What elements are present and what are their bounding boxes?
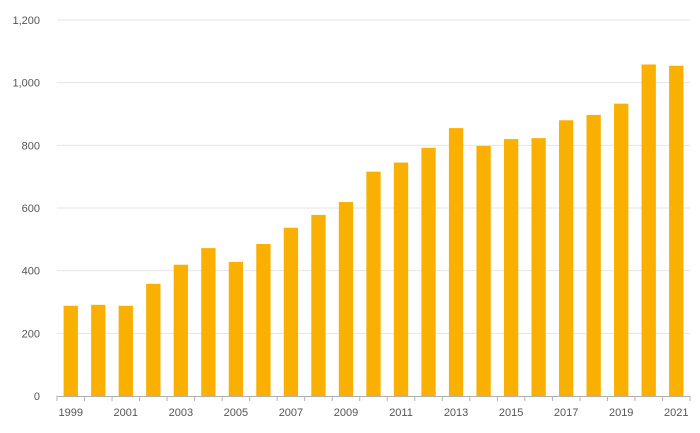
bar-2018	[586, 114, 601, 396]
bar-2008	[311, 214, 326, 396]
y-tick-label: 1,000	[12, 78, 40, 90]
x-tick-label: 2011	[389, 407, 413, 419]
bar-2001	[118, 305, 133, 396]
bar-2014	[476, 145, 491, 396]
bar-2017	[558, 120, 574, 397]
y-tick-label: 1,200	[12, 15, 40, 27]
y-tick-label: 400	[22, 266, 40, 278]
bar-2016	[531, 138, 546, 397]
bar-2012	[421, 147, 436, 396]
y-tick-label: 200	[22, 328, 40, 340]
y-tick-label: 600	[22, 203, 40, 215]
bar-2005	[228, 261, 244, 396]
bar-2015	[503, 139, 519, 397]
x-tick-label: 2001	[114, 407, 138, 419]
bar-2020	[641, 64, 656, 396]
x-tick-label: 2013	[444, 407, 468, 419]
bar-2011	[393, 162, 409, 396]
bar-1999	[63, 305, 78, 396]
x-tick-label: 2021	[664, 407, 688, 419]
x-tick-label: 2007	[279, 407, 303, 419]
bar-2007	[283, 227, 299, 396]
x-tick-label: 2015	[499, 407, 523, 419]
x-tick-label: 2019	[609, 407, 633, 419]
bar-2019	[614, 103, 629, 396]
y-tick-label: 800	[22, 140, 40, 152]
bar-2004	[201, 248, 216, 396]
bar-2000	[91, 304, 106, 396]
x-tick-label: 2003	[169, 407, 193, 419]
x-axis: 1999 2001 2003 2005 2007 2009 2011 2013 2015 2017…	[56, 396, 691, 419]
x-tick-label: 2009	[334, 407, 358, 419]
y-axis-tick-labels: 0 200 400 600 800 1,000 1,200	[12, 15, 40, 403]
x-tick-label: 1999	[59, 407, 83, 419]
bar-2009	[338, 202, 354, 396]
bar-2003	[173, 264, 189, 396]
bar-2021	[669, 65, 684, 396]
bar-2006	[256, 244, 271, 396]
bar-2010	[366, 171, 381, 396]
x-tick-label: 2017	[554, 407, 578, 419]
x-tick-label: 2005	[224, 407, 248, 419]
bar-2013	[448, 128, 464, 396]
bar-2002	[146, 283, 161, 396]
y-tick-label: 0	[34, 391, 40, 403]
bar-series	[63, 64, 684, 397]
